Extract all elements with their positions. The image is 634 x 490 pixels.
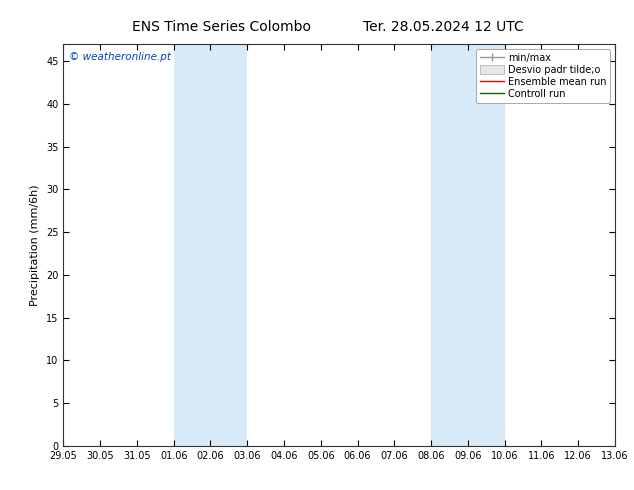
Legend: min/max, Desvio padr tilde;o, Ensemble mean run, Controll run: min/max, Desvio padr tilde;o, Ensemble m…: [476, 49, 610, 102]
Text: ENS Time Series Colombo: ENS Time Series Colombo: [133, 20, 311, 34]
Bar: [431, 44, 505, 446]
Text: © weatheronline.pt: © weatheronline.pt: [69, 52, 171, 62]
Bar: [174, 44, 247, 446]
Text: Ter. 28.05.2024 12 UTC: Ter. 28.05.2024 12 UTC: [363, 20, 524, 34]
Y-axis label: Precipitation (mm/6h): Precipitation (mm/6h): [30, 184, 41, 306]
